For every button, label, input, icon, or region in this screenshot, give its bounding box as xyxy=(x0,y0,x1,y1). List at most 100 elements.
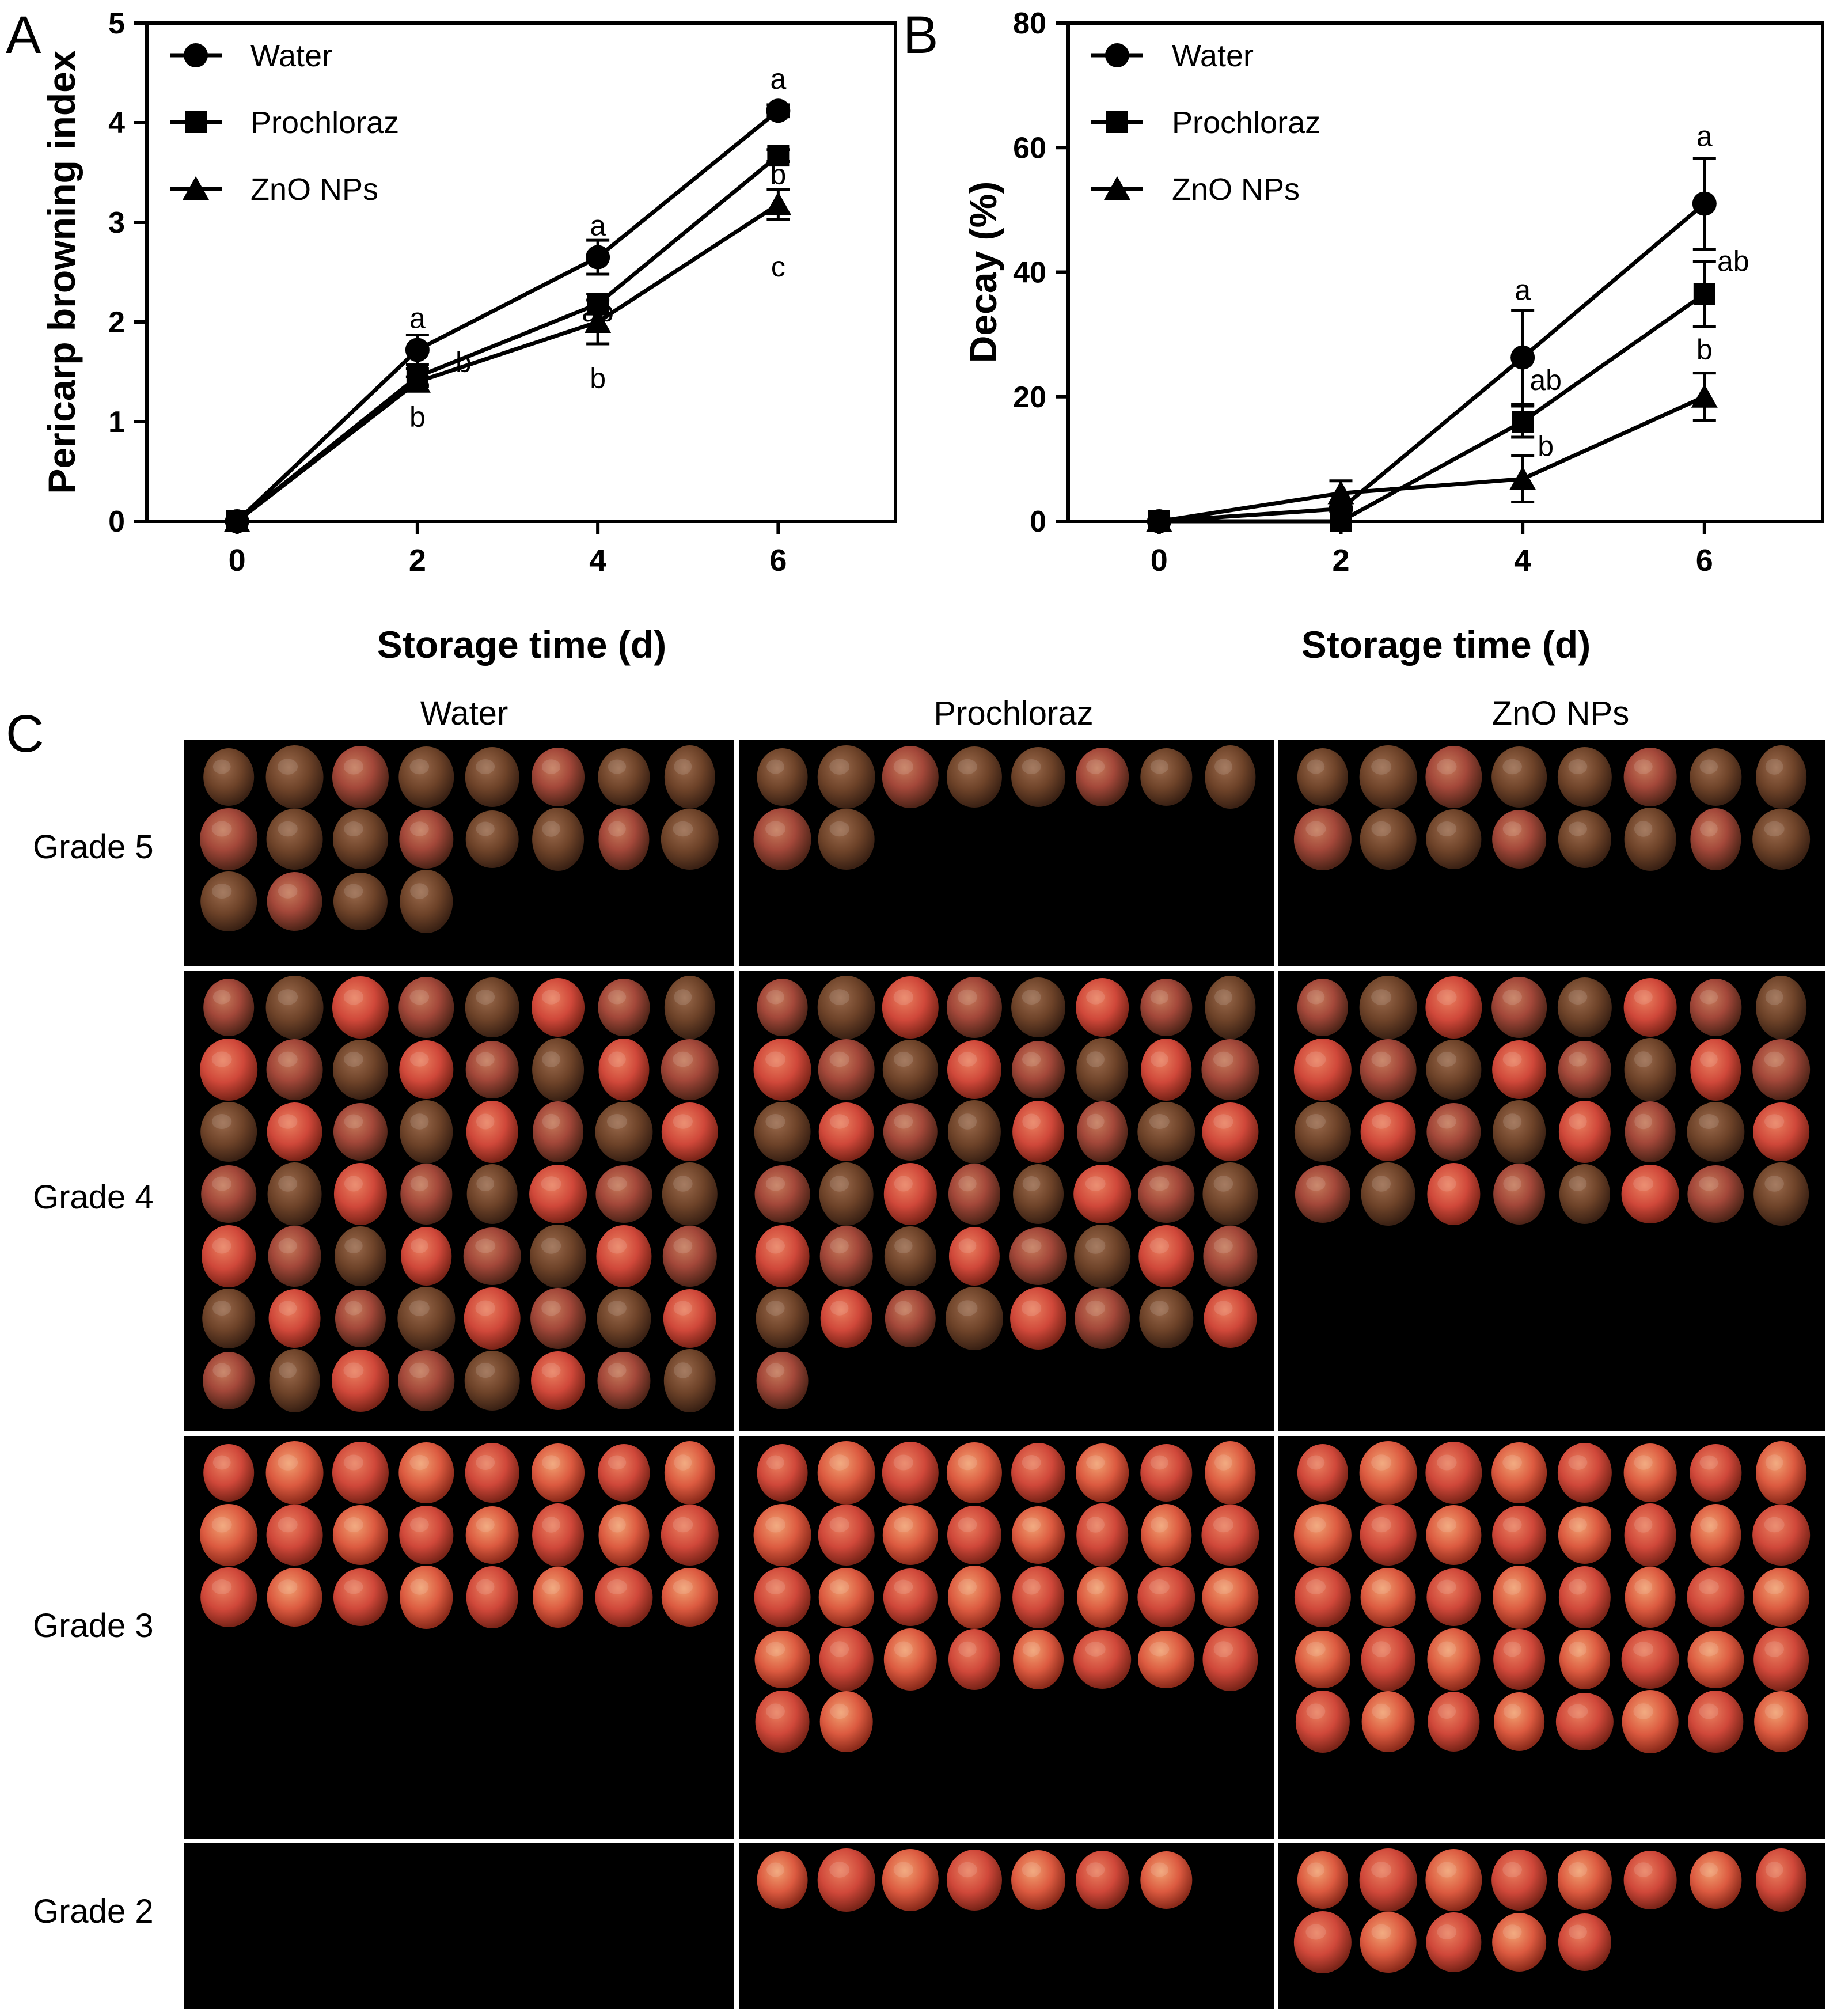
x-tick-label: 4 xyxy=(1514,543,1531,578)
lychee-fruit xyxy=(948,1164,1000,1225)
fruit-highlight xyxy=(765,1579,785,1594)
fruit-highlight xyxy=(1765,759,1783,775)
legend-marker xyxy=(185,111,207,133)
fruit-highlight xyxy=(1371,1114,1391,1129)
lychee-fruit xyxy=(1360,1505,1417,1566)
fruit-highlight xyxy=(410,883,429,899)
fruit-highlight xyxy=(1150,990,1169,1005)
significance-letter: ab xyxy=(1529,364,1562,396)
fruit-highlight xyxy=(1633,1703,1653,1719)
lychee-fruit xyxy=(1139,1289,1194,1348)
fruit-highlight xyxy=(674,1454,692,1471)
fruit-highlight xyxy=(1634,1113,1653,1130)
lychee-fruit xyxy=(1297,748,1348,806)
x-axis-title: Storage time (d) xyxy=(1301,623,1591,666)
lychee-fruit xyxy=(466,1566,518,1628)
lychee-fruit xyxy=(1012,1506,1065,1564)
lychee-fruit xyxy=(1624,808,1676,871)
fruit-highlight xyxy=(1699,1517,1718,1533)
lychee-fruit xyxy=(947,1566,1001,1629)
fruit-highlight xyxy=(829,1114,849,1129)
lychee-fruit xyxy=(756,1289,809,1348)
lychee-fruit xyxy=(1425,746,1482,808)
fruit-highlight xyxy=(765,821,786,837)
data-point xyxy=(1691,384,1718,408)
lychee-fruit xyxy=(757,748,808,806)
significance-letter: b xyxy=(456,346,472,378)
fruit-highlight xyxy=(1437,1924,1457,1939)
lychee-fruit xyxy=(1202,1102,1259,1161)
lychee-fruit xyxy=(398,1350,455,1411)
fruit-highlight xyxy=(542,1113,560,1130)
fruit-highlight xyxy=(1150,1051,1168,1067)
lychee-fruit xyxy=(465,1041,519,1098)
fruit-highlight xyxy=(541,1238,561,1254)
lychee-fruit xyxy=(463,1227,521,1285)
lychee-fruit xyxy=(663,1349,716,1412)
lychee-fruit xyxy=(1137,1102,1195,1162)
lychee-fruit xyxy=(946,1442,1002,1503)
lychee-fruit xyxy=(1202,1628,1258,1691)
fruit-highlight xyxy=(1764,1051,1785,1067)
lychee-fruit xyxy=(1559,1164,1610,1224)
lychee-fruit xyxy=(1690,748,1742,806)
legend-marker xyxy=(183,176,209,200)
lychee-fruit xyxy=(883,1103,938,1161)
lychee-fruit xyxy=(532,1443,585,1502)
data-point xyxy=(1692,191,1717,216)
lychee-fruit xyxy=(1140,1851,1193,1909)
lychee-fruit xyxy=(1138,1165,1195,1223)
fruit-highlight xyxy=(829,989,850,1005)
lychee-fruit xyxy=(1687,1567,1745,1627)
lychee-fruit xyxy=(398,1442,454,1503)
fruit-highlight xyxy=(958,1454,977,1471)
fruit-highlight xyxy=(1437,1641,1456,1657)
lychee-fruit xyxy=(400,1100,453,1164)
panel-c: C Water Prochloraz ZnO NPs Grade 5 Grade 4 Gr… xyxy=(6,695,1825,2009)
fruit-highlight xyxy=(1699,1051,1718,1067)
x-tick-label: 2 xyxy=(409,543,426,578)
lychee-fruit xyxy=(464,1287,521,1350)
data-point xyxy=(1327,480,1354,505)
fruit-highlight xyxy=(673,1238,693,1254)
fruit-highlight xyxy=(958,1641,977,1657)
lychee-fruit xyxy=(882,1442,939,1504)
lychee-fruit xyxy=(819,1226,873,1287)
fruit-highlight xyxy=(1502,1517,1522,1532)
lychee-fruit xyxy=(203,979,255,1036)
lychee-fruit xyxy=(399,1040,454,1099)
fruit-highlight xyxy=(830,1176,849,1192)
fruit-highlight xyxy=(766,759,784,774)
lychee-fruit xyxy=(1140,1444,1193,1502)
fruit-highlight xyxy=(957,1300,978,1316)
data-point xyxy=(766,98,791,123)
fruit-highlight xyxy=(1568,759,1588,774)
lychee-fruit xyxy=(1426,1568,1481,1626)
lychee-fruit xyxy=(266,1505,323,1566)
lychee-fruit xyxy=(947,1100,1001,1164)
fruit-highlight xyxy=(1634,1862,1653,1877)
lychee-fruit xyxy=(398,977,454,1038)
lychee-fruit xyxy=(1427,1628,1481,1691)
lychee-fruit xyxy=(335,1290,386,1347)
data-point xyxy=(586,245,610,270)
fruit-highlight xyxy=(344,1301,363,1316)
lychee-fruit xyxy=(1491,746,1547,808)
lychee-fruit xyxy=(200,1567,257,1627)
fruit-highlight xyxy=(1569,1176,1587,1191)
series-line-Prochloraz xyxy=(1159,292,1706,524)
fruit-highlight xyxy=(212,1176,231,1191)
fruit-highlight xyxy=(1086,990,1105,1005)
fruit-highlight xyxy=(1569,1642,1587,1657)
lychee-fruit xyxy=(820,1289,872,1348)
fruit-highlight xyxy=(829,821,849,837)
lychee-fruit xyxy=(1752,809,1811,870)
lychee-fruit xyxy=(1491,977,1547,1038)
lychee-fruit xyxy=(332,746,389,808)
fruit-highlight xyxy=(542,1517,560,1533)
fruit-highlight xyxy=(894,1579,913,1594)
fruit-highlight xyxy=(476,1113,495,1130)
fruit-highlight xyxy=(1568,1517,1587,1532)
lychee-fruit xyxy=(1138,1225,1194,1287)
lychee-fruit xyxy=(333,873,388,930)
